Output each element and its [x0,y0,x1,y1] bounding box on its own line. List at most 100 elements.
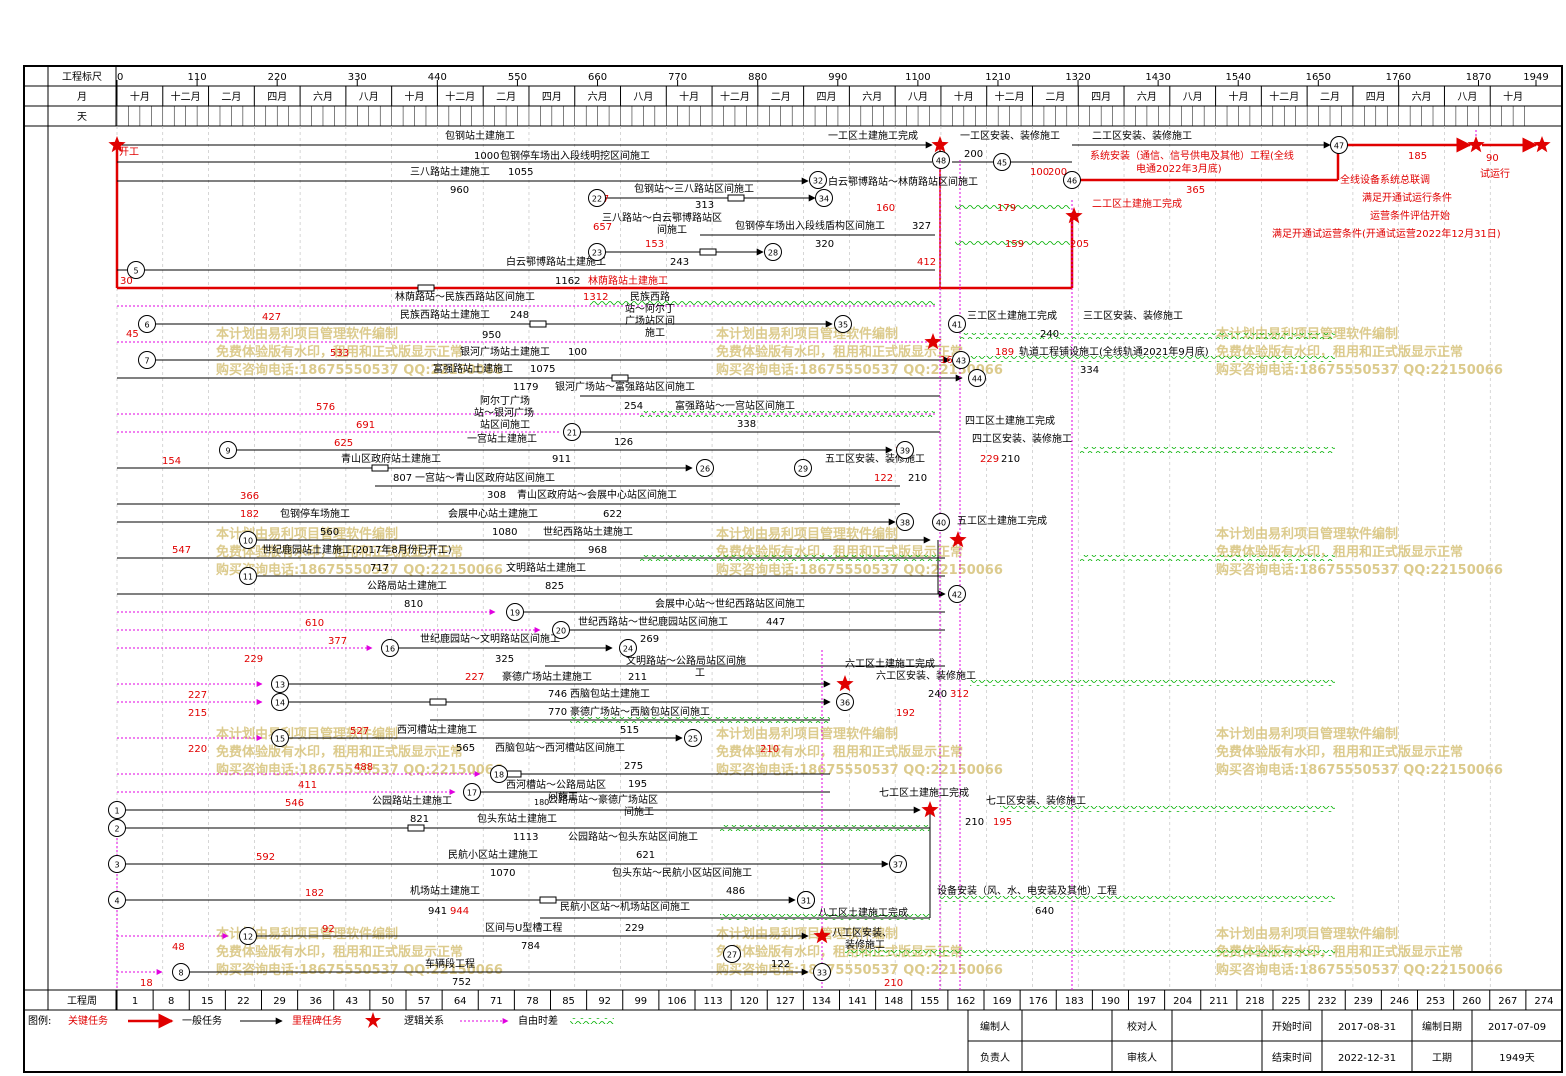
red-float-label: 45 [126,329,139,340]
month-cell: 六月 [299,86,333,106]
day-cells [116,106,1525,126]
svg-text:169: 169 [993,996,1012,1007]
svg-text:十月: 十月 [954,90,974,103]
svg-text:39: 39 [900,447,910,456]
label-t23: 包钢停车场施工 [280,507,350,520]
month-cell: 二月 [482,86,516,106]
svg-text:六月: 六月 [588,91,608,103]
svg-text:770: 770 [668,72,687,83]
svg-text:十二月: 十二月 [995,90,1025,103]
svg-text:32: 32 [813,177,823,186]
week-cell: 106 [658,990,686,1010]
label-t8d: 243 [670,257,689,268]
svg-text:1949: 1949 [1523,72,1548,83]
svg-text:购买咨询电话:18675550537 QQ:22150066: 购买咨询电话:18675550537 QQ:22150066 [216,362,503,378]
label-m11e: 195 [993,817,1012,828]
label-f4: 满足开通试运行条件 [1362,191,1452,204]
svg-text:八月: 八月 [359,91,379,103]
svg-text:本计划由易利项目管理软件编制: 本计划由易利项目管理软件编制 [216,926,398,942]
legend: 图例: 关键任务 一般任务 里程碑任务 逻辑关系 自由时差 [28,1012,614,1029]
red-float-label: 122 [874,473,893,484]
scale-tick: 1100 [905,72,931,86]
red-float-label: 527 [350,726,369,737]
scale-tick: 770 [668,72,687,86]
svg-text:8: 8 [168,996,174,1007]
month-cell: 六月 [574,86,608,106]
general-task-lines [117,141,1331,976]
red-float-label: 210 [760,744,779,755]
label-t2: 包钢停车场出入段线明挖区间施工 [500,149,650,162]
event-node: 23 [588,243,606,261]
svg-text:本计划由易利项目管理软件编制: 本计划由易利项目管理软件编制 [716,526,898,542]
svg-text:113: 113 [704,996,723,1007]
watermark-block: 本计划由易利项目管理软件编制免费体验版有水印，租用和正式版显示正常购买咨询电话:… [1216,926,1503,978]
legend-milestone: 里程碑任务 [292,1014,342,1027]
svg-text:220: 220 [268,72,287,83]
svg-text:148: 148 [884,996,903,1007]
svg-text:36: 36 [840,699,850,708]
event-node: 40 [932,513,950,531]
label-t37: 西河槽站～公路局站区 [506,778,606,791]
svg-text:1: 1 [132,996,138,1007]
svg-text:440: 440 [428,72,447,83]
svg-text:9: 9 [225,447,230,456]
svg-text:购买咨询电话:18675550537 QQ:22150066: 购买咨询电话:18675550537 QQ:22150066 [216,962,503,978]
month-cell: 十月 [665,86,699,106]
month-cell: 八月 [1443,86,1477,106]
week-cell: 162 [947,990,975,1010]
label-m12d: 640 [1035,906,1054,917]
week-cell: 169 [983,990,1012,1010]
end-value: 2022-12-31 [1338,1053,1396,1064]
watermark-block: 本计划由易利项目管理软件编制免费体验版有水印，租用和正式版显示正常购买咨询电话:… [1216,526,1503,578]
week-cell: 99 [622,990,647,1010]
label-m5: 三工区土建施工完成 [967,309,1057,322]
label-t43: 包头东站～民航小区站区间施工 [612,866,752,879]
label-m6d: 334 [1080,365,1099,376]
svg-text:1100: 1100 [905,72,930,83]
event-node: 33 [813,963,831,981]
week-cell: 50 [369,990,394,1010]
red-float-labels: 1002001601791594121536572273042745533576… [120,167,1089,989]
label-t26: 文明路站土建施工 [506,561,586,574]
svg-text:162: 162 [956,996,975,1007]
label-t33d: 746 [548,689,567,700]
label-t40: 包头东站土建施工 [477,812,557,825]
svg-text:232: 232 [1318,996,1337,1007]
task-boxes [371,194,745,904]
event-node: 4 [108,891,126,909]
label-t16: 富强路站～一宫站区间施工 [675,399,795,412]
svg-text:155: 155 [920,996,939,1007]
label-m12: 设备安装（风、水、电安装及其他）工程 [937,884,1117,897]
scale-tick: 550 [508,72,527,86]
label-t36: 西脑包站～西河槽站区间施工 [495,741,625,754]
event-node: 36 [836,693,854,711]
week-cell: 274 [1525,990,1553,1010]
label-t3d: 1055 [508,167,533,178]
red-float-label: 533 [330,348,349,359]
svg-text:197: 197 [1137,996,1156,1007]
label-t44: 机场站土建施工 [410,884,480,897]
svg-text:二月: 二月 [771,91,791,103]
svg-text:六月: 六月 [1137,91,1157,103]
label-t7e: 320 [815,239,834,250]
label-m6: 轨道工程铺设施工(全线轨通2021年9月底) [1019,345,1209,358]
label-t20d: 807 [393,473,412,484]
svg-text:92: 92 [598,996,611,1007]
svg-text:1320: 1320 [1065,72,1090,83]
red-float-label: 154 [162,456,181,467]
duration-value: 1949天 [1499,1053,1534,1064]
svg-text:48: 48 [936,157,946,166]
week-cell: 211 [1200,990,1228,1010]
svg-text:1870: 1870 [1466,72,1491,83]
month-cell: 十月 [1489,86,1523,106]
event-node: 43 [952,351,970,369]
label-t27d: 825 [545,581,564,592]
label-t34: 豪德广场站～西脑包站区间施工 [570,705,710,718]
label-t11d: 248 [510,310,529,321]
event-node: 12 [239,927,257,945]
svg-text:1430: 1430 [1145,72,1170,83]
svg-text:5: 5 [133,267,138,276]
label-t19d: 911 [552,454,571,465]
svg-text:990: 990 [828,72,847,83]
label-m11: 七工区土建施工完成 [879,786,969,799]
